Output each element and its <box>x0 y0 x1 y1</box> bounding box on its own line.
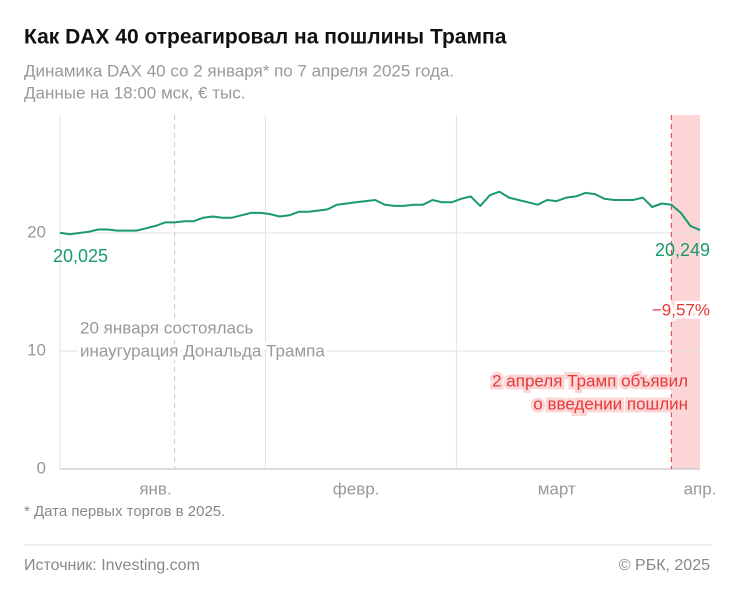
chart-title: Как DAX 40 отреагировал на пошлины Трамп… <box>24 26 507 49</box>
source: Источник: Investing.com <box>24 557 200 574</box>
footnote: * Дата первых торгов в 2025. <box>24 503 225 520</box>
y-tick-label: 10 <box>27 340 46 359</box>
value-label: 20,249 <box>655 240 710 260</box>
data-line <box>59 190 701 236</box>
x-tick-label: февр. <box>333 479 380 498</box>
x-tick-label: апр. <box>684 479 717 498</box>
y-tick-label: 0 <box>37 458 46 477</box>
value-label: 20,025 <box>53 246 108 266</box>
chart-subtitle: Динамика DAX 40 со 2 января* по 7 апреля… <box>24 61 454 80</box>
chart-subtitle: Данные на 18:00 мск, € тыс. <box>24 83 245 102</box>
copyright: © РБК, 2025 <box>619 557 710 574</box>
annotation: инаугурация Дональда Трампа <box>80 341 325 360</box>
annotation: 20 января состоялась <box>80 318 253 337</box>
tariff-period <box>671 115 700 469</box>
annotation: 2 апреля Трамп объявил <box>492 371 688 390</box>
y-tick-label: 20 <box>27 222 46 241</box>
change-label: −9,57% <box>652 300 710 319</box>
x-tick-label: янв. <box>139 479 171 498</box>
x-tick-label: март <box>538 479 576 498</box>
annotation: о введении пошлин <box>533 394 688 413</box>
